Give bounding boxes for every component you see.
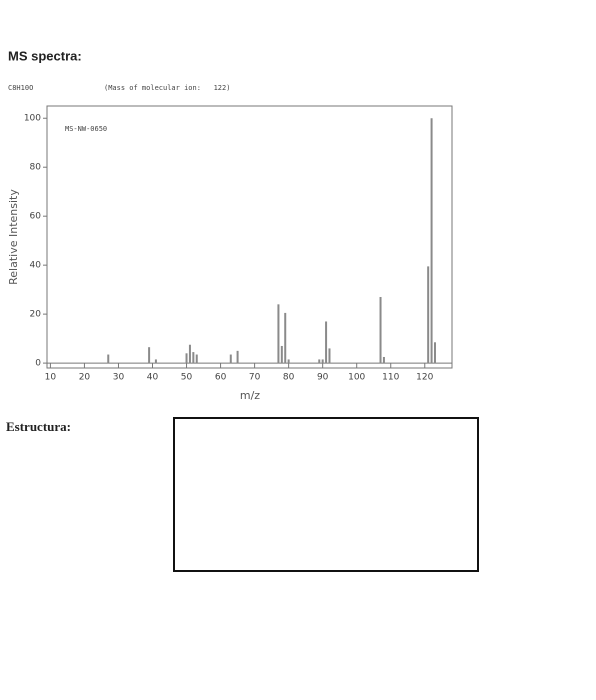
x-tick-label: 10 bbox=[45, 373, 57, 383]
peak bbox=[280, 345, 283, 364]
x-tick-label: 50 bbox=[181, 373, 193, 383]
section-title: MS spectra: bbox=[8, 48, 82, 63]
peak bbox=[192, 352, 195, 364]
x-tick-label: 20 bbox=[79, 373, 91, 383]
peak bbox=[382, 356, 385, 364]
peak bbox=[287, 359, 290, 364]
x-tick-label: 120 bbox=[416, 373, 433, 383]
peak bbox=[318, 359, 321, 364]
peak bbox=[188, 344, 191, 364]
structure-label: Estructura: bbox=[6, 419, 71, 434]
x-tick-label: 40 bbox=[147, 373, 159, 383]
x-tick-label: 80 bbox=[283, 373, 295, 383]
plot-frame bbox=[46, 105, 453, 369]
peak bbox=[236, 350, 239, 364]
peak bbox=[379, 296, 382, 364]
peak bbox=[107, 354, 110, 364]
peak bbox=[229, 354, 232, 364]
peak bbox=[328, 348, 331, 364]
peak bbox=[277, 304, 280, 364]
x-tick-label: 110 bbox=[382, 373, 399, 383]
y-tick-label: 40 bbox=[30, 261, 42, 271]
molecular-ion: (Mass of molecular ion: 122) bbox=[104, 84, 230, 92]
y-tick-label: 80 bbox=[30, 163, 42, 173]
y-axis-title: Relative Intensity bbox=[7, 189, 20, 285]
x-tick-label: 60 bbox=[215, 373, 227, 383]
y-tick-label: 100 bbox=[24, 114, 41, 124]
peak bbox=[148, 347, 151, 364]
x-tick-label: 70 bbox=[249, 373, 261, 383]
peak bbox=[195, 354, 198, 364]
x-axis-title: m/z bbox=[240, 389, 260, 402]
peak bbox=[284, 312, 287, 364]
peak bbox=[427, 266, 430, 364]
y-tick-label: 60 bbox=[30, 212, 42, 222]
y-tick-label: 0 bbox=[35, 359, 41, 369]
formula: C8H10O bbox=[8, 84, 33, 92]
peak bbox=[154, 359, 157, 364]
peak bbox=[185, 353, 188, 364]
x-tick-label: 100 bbox=[348, 373, 365, 383]
x-tick-label: 30 bbox=[113, 373, 125, 383]
y-tick-label: 20 bbox=[30, 310, 42, 320]
peak bbox=[430, 118, 433, 364]
x-tick-label: 90 bbox=[317, 373, 329, 383]
peak bbox=[325, 321, 328, 364]
structure-box bbox=[173, 417, 479, 572]
peak bbox=[321, 359, 324, 364]
peak bbox=[433, 342, 436, 364]
annotation: MS-NW-0650 bbox=[65, 125, 107, 133]
